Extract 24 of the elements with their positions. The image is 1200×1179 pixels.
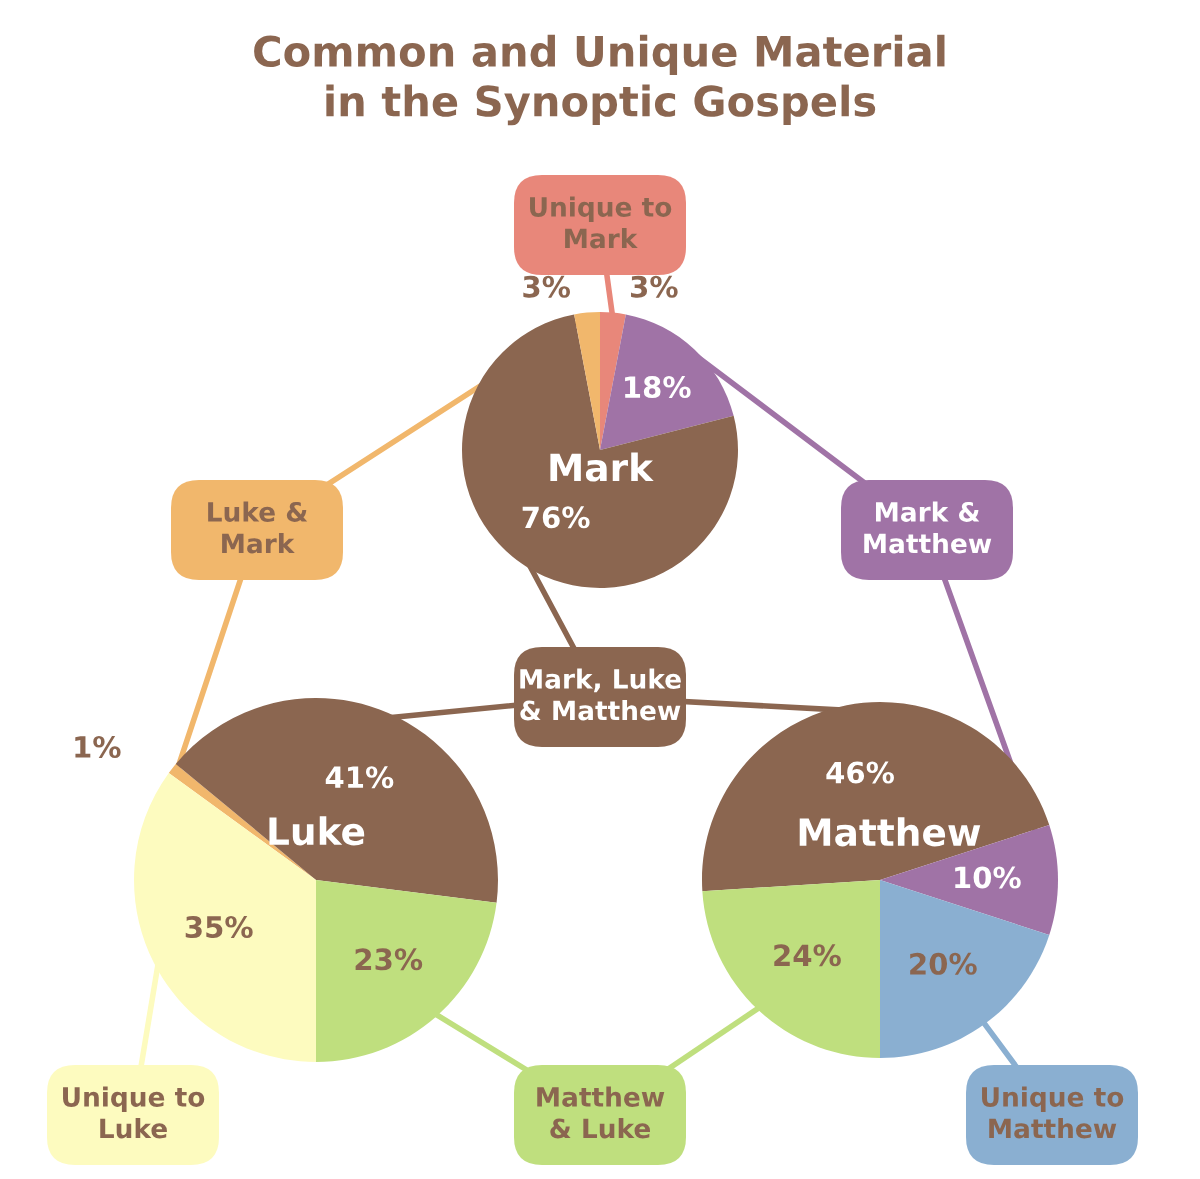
text: Mark bbox=[550, 452, 654, 482]
slice-label: Unique to Matthew bbox=[982, 1086, 1124, 1139]
data-label: 3% bbox=[631, 275, 678, 298]
data-label: 18% bbox=[625, 376, 691, 399]
slice-label: Unique to Luke bbox=[63, 1086, 205, 1139]
text: Common and Unique Material in the Synoptic Gospels bbox=[254, 34, 945, 126]
slice-label: Luke & Mark bbox=[208, 501, 308, 554]
data-label: 46% bbox=[826, 761, 894, 784]
data-label: 41% bbox=[325, 766, 394, 789]
data-label: 20% bbox=[910, 952, 977, 975]
text: Matthew bbox=[799, 817, 981, 847]
data-label: 76% bbox=[522, 506, 590, 529]
data-label: 3% bbox=[523, 275, 570, 298]
slice-label: Mark & Matthew bbox=[864, 501, 992, 554]
slice-label: Matthew & Luke bbox=[537, 1086, 665, 1139]
data-label: 35% bbox=[185, 915, 253, 939]
data-label: 23% bbox=[355, 948, 423, 971]
slice-label: Mark, Luke & Matthew bbox=[520, 668, 681, 721]
text: Luke bbox=[269, 816, 365, 846]
pie-slice bbox=[574, 312, 600, 450]
data-label: 1% bbox=[75, 735, 121, 758]
data-label: 10% bbox=[955, 866, 1021, 889]
data-label: 24% bbox=[774, 944, 841, 967]
slice-label: Unique to Mark bbox=[530, 196, 672, 249]
